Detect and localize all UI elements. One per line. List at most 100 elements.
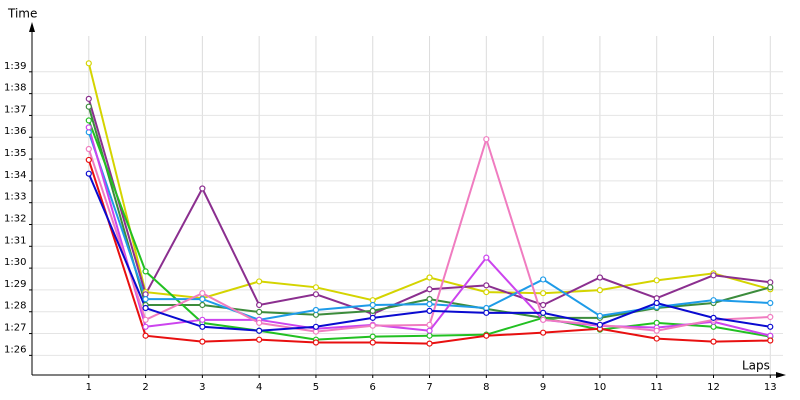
data-point bbox=[199, 295, 206, 303]
y-tick-label: 1:35 bbox=[4, 148, 26, 159]
data-point bbox=[199, 338, 206, 345]
data-point bbox=[426, 332, 433, 339]
data-point bbox=[85, 145, 92, 153]
data-point bbox=[312, 291, 320, 298]
data-point bbox=[199, 290, 206, 297]
data-point bbox=[312, 284, 320, 291]
y-tick-label: 1:26 bbox=[4, 344, 26, 355]
data-point bbox=[540, 290, 547, 297]
data-point bbox=[483, 254, 490, 261]
data-point bbox=[426, 327, 433, 334]
data-point bbox=[142, 295, 149, 303]
data-point bbox=[767, 337, 774, 344]
y-axis-arrow bbox=[29, 22, 35, 32]
data-point bbox=[256, 319, 263, 326]
data-point bbox=[85, 117, 92, 124]
data-point bbox=[142, 323, 149, 330]
data-point bbox=[540, 329, 547, 336]
data-point bbox=[426, 340, 433, 347]
x-tick-label: 1 bbox=[86, 382, 92, 393]
data-point bbox=[199, 323, 206, 330]
y-axis-title: Time bbox=[7, 7, 37, 21]
data-point bbox=[426, 307, 433, 314]
data-point bbox=[85, 95, 92, 102]
y-tick-label: 1:37 bbox=[4, 104, 26, 115]
data-point bbox=[312, 339, 320, 346]
data-point bbox=[483, 309, 490, 316]
data-point bbox=[369, 322, 376, 329]
data-point bbox=[483, 332, 490, 339]
plot: 1:26 1:27 1:28 1:29 1:30 1:31 1:32 1:33 1:34 1:35… bbox=[4, 60, 777, 393]
y-tick-label: 1:33 bbox=[4, 192, 26, 203]
y-tick-label: 1:28 bbox=[4, 301, 26, 312]
x-tick-label: 5 bbox=[313, 382, 319, 393]
data-point bbox=[767, 313, 774, 321]
data-point bbox=[596, 312, 604, 319]
y-tick-label: 1:31 bbox=[4, 235, 26, 246]
y-tick-label: 1:38 bbox=[4, 83, 26, 94]
data-point bbox=[540, 276, 547, 283]
data-point bbox=[426, 286, 433, 293]
data-point bbox=[710, 272, 717, 279]
data-point bbox=[540, 316, 547, 323]
data-point bbox=[426, 274, 433, 281]
data-point bbox=[483, 289, 490, 296]
data-point bbox=[142, 316, 149, 323]
data-point bbox=[256, 336, 263, 343]
data-point bbox=[256, 301, 263, 309]
data-point bbox=[653, 299, 660, 307]
data-point bbox=[596, 287, 604, 294]
data-point bbox=[256, 308, 263, 316]
data-point bbox=[85, 170, 92, 177]
data-point bbox=[483, 282, 490, 289]
data-point bbox=[483, 136, 490, 143]
data-point bbox=[369, 301, 376, 309]
data-point bbox=[312, 323, 320, 330]
data-point bbox=[312, 306, 320, 314]
data-point bbox=[199, 185, 206, 192]
y-tick-label: 1:39 bbox=[4, 61, 26, 72]
x-tick-label: 11 bbox=[650, 382, 663, 393]
data-point bbox=[767, 299, 774, 307]
data-point bbox=[369, 333, 376, 340]
data-point bbox=[653, 335, 660, 342]
data-point bbox=[710, 323, 717, 330]
data-point bbox=[142, 304, 149, 312]
data-point bbox=[426, 301, 433, 308]
data-point bbox=[142, 268, 149, 275]
y-tick-label: 1:27 bbox=[4, 323, 26, 334]
data-point bbox=[710, 297, 717, 304]
x-tick-label: 7 bbox=[426, 382, 432, 393]
data-point bbox=[199, 316, 206, 323]
x-axis-title: Laps bbox=[742, 359, 770, 373]
data-point bbox=[199, 301, 206, 309]
data-point bbox=[540, 309, 547, 316]
data-point bbox=[426, 295, 433, 303]
data-point bbox=[710, 338, 717, 345]
x-tick-label: 2 bbox=[142, 382, 148, 393]
x-tick-label: 6 bbox=[370, 382, 376, 393]
data-point bbox=[426, 321, 433, 328]
x-tick-label: 13 bbox=[764, 382, 777, 393]
data-point bbox=[767, 323, 774, 330]
data-point bbox=[653, 327, 660, 334]
data-point bbox=[369, 307, 376, 314]
x-axis-arrow bbox=[776, 372, 786, 378]
data-point bbox=[596, 274, 604, 281]
data-point bbox=[85, 124, 92, 131]
x-tick-label: 10 bbox=[594, 382, 607, 393]
y-tick-label: 1:34 bbox=[4, 170, 26, 181]
y-tick-label: 1:30 bbox=[4, 257, 26, 268]
x-tick-label: 12 bbox=[707, 382, 720, 393]
data-point bbox=[540, 301, 547, 309]
y-tick-label: 1:36 bbox=[4, 126, 26, 137]
data-point bbox=[710, 314, 717, 321]
data-point bbox=[596, 321, 604, 328]
data-point bbox=[85, 60, 92, 67]
y-tick-label: 1:29 bbox=[4, 279, 26, 290]
x-tick-label: 3 bbox=[199, 382, 205, 393]
x-tick-label: 4 bbox=[256, 382, 262, 393]
data-point bbox=[256, 327, 263, 334]
x-tick-label: 8 bbox=[483, 382, 489, 393]
